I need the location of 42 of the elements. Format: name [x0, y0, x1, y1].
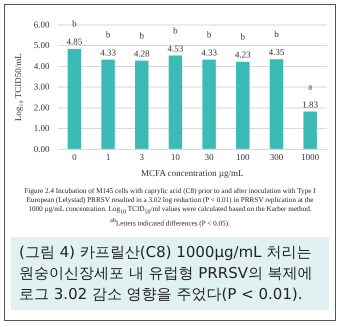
y-tick-label: 0.00 — [34, 144, 50, 154]
x-tick-label: 100 — [236, 152, 250, 162]
annotation: a — [308, 81, 312, 92]
y-tick-label: 6.00 — [34, 19, 50, 30]
annotation: b — [72, 18, 78, 29]
data-label: 4.53 — [168, 43, 184, 54]
data-label: 4.28 — [134, 48, 150, 59]
annotation: b — [240, 32, 246, 42]
data-label: 4.33 — [100, 47, 116, 58]
bar — [236, 62, 250, 149]
bar — [202, 60, 216, 149]
bar — [303, 111, 317, 149]
bar — [101, 60, 115, 149]
bar — [135, 60, 148, 149]
text: (그림 4) 카프릴산(C8) 1000µg/mL 처리는 원숭이신장세포 내 유럽형 PRRSV의 복제에 로그 3.02 감소 영향을 주었다(P < 0.01). — [11, 236, 329, 310]
y-tick-label: 3.00 — [34, 82, 50, 92]
annotation: b — [173, 25, 178, 36]
y-tick-label: 4.00 — [34, 60, 50, 71]
annotation: b — [206, 29, 212, 40]
x-tick-label: 1000 — [301, 152, 320, 162]
bar — [168, 55, 182, 149]
y-tick-label: 5.00 — [34, 40, 50, 50]
x-axis-title: MCFA concentration µg/mL — [141, 168, 244, 178]
x-tick-label: 1 — [106, 152, 110, 162]
x-tick-label: 300 — [270, 152, 284, 162]
data-label: 4.85 — [66, 36, 83, 47]
bar — [270, 59, 284, 149]
y-axis-title: Log₁₀ TCID50/mL — [12, 53, 23, 122]
y-tick-label: 2.00 — [34, 102, 50, 112]
data-label: 4.33 — [201, 47, 218, 58]
x-tick-label: 0 — [72, 152, 78, 162]
x-tick-label: 3 — [140, 152, 145, 162]
annotation: b — [274, 29, 280, 40]
x-tick-label: 10 — [170, 152, 180, 162]
data-label: 4.35 — [268, 47, 285, 58]
annotation: b — [140, 30, 145, 41]
data-label: 1.83 — [302, 99, 319, 110]
x-tick-label: 30 — [204, 152, 214, 162]
annotation: b — [106, 29, 111, 40]
y-tick-label: 1.00 — [34, 123, 50, 134]
bar — [68, 48, 82, 149]
data-label: 4.23 — [234, 50, 252, 60]
